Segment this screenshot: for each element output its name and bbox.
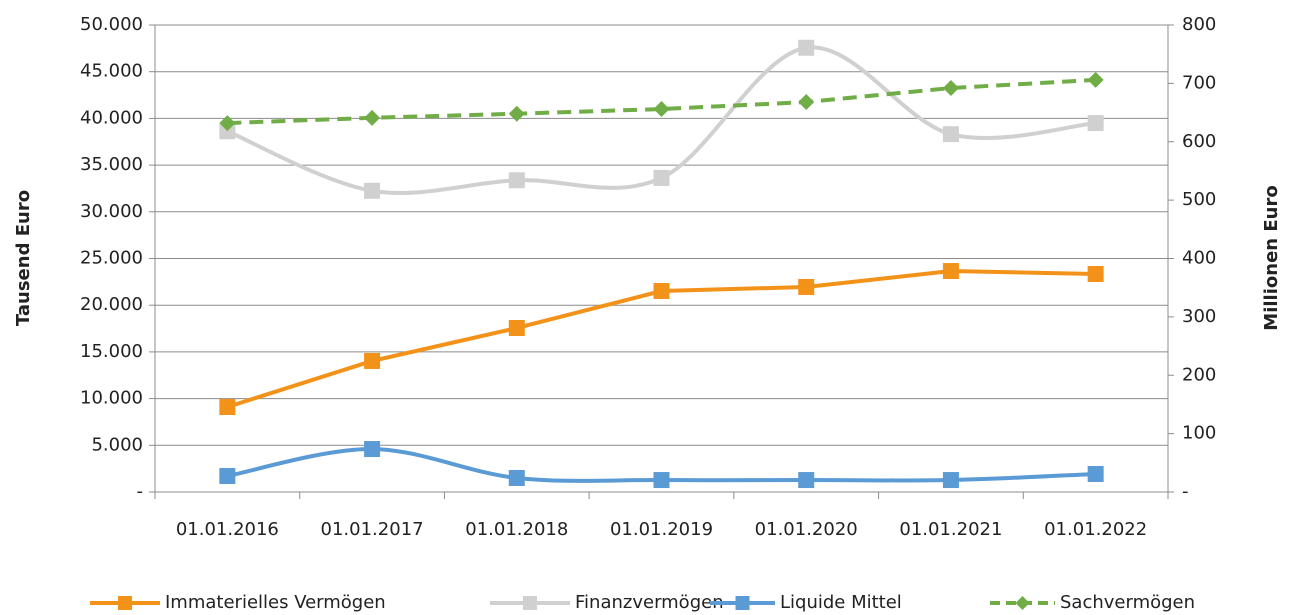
- x-tick-label: 01.01.2016: [176, 519, 279, 540]
- data-point: [942, 472, 959, 489]
- data-point: [1087, 465, 1104, 482]
- data-point: [508, 319, 525, 336]
- data-point: [942, 263, 959, 280]
- data-point: [798, 472, 815, 489]
- y2-tick-label: 800: [1182, 14, 1216, 35]
- data-point: [219, 115, 236, 132]
- x-tick-label: 01.01.2019: [610, 519, 713, 540]
- data-point: [219, 123, 236, 140]
- legend-label: Liquide Mittel: [780, 592, 902, 613]
- y-tick-label: 35.000: [80, 154, 143, 175]
- y-tick-label: 15.000: [80, 341, 143, 362]
- data-point: [653, 101, 670, 118]
- x-tick-label: 01.01.2020: [755, 519, 858, 540]
- x-tick-label: 01.01.2021: [899, 519, 1002, 540]
- y-tick-label: -: [137, 481, 144, 502]
- data-point: [798, 39, 815, 56]
- legend-label: Immaterielles Vermögen: [165, 592, 386, 613]
- y2-tick-label: 200: [1182, 364, 1216, 385]
- y-tick-label: 40.000: [80, 107, 143, 128]
- y2-tick-label: 100: [1182, 423, 1216, 444]
- y-tick-label: 25.000: [80, 248, 143, 269]
- data-point: [653, 169, 670, 186]
- data-point: [798, 94, 815, 111]
- y2-tick-label: -: [1182, 481, 1189, 502]
- data-point: [364, 352, 381, 369]
- y-tick-label: 50.000: [80, 14, 143, 35]
- y2-tick-label: 300: [1182, 306, 1216, 327]
- data-point: [942, 126, 959, 143]
- y2-tick-label: 700: [1182, 72, 1216, 93]
- data-point: [653, 472, 670, 489]
- data-point: [364, 182, 381, 199]
- y-tick-label: 5.000: [91, 434, 143, 455]
- legend-marker: [523, 596, 537, 610]
- x-tick-label: 01.01.2022: [1044, 519, 1147, 540]
- data-point: [1087, 115, 1104, 132]
- data-point: [653, 283, 670, 300]
- y-tick-label: 30.000: [80, 201, 143, 222]
- y-tick-label: 20.000: [80, 294, 143, 315]
- data-point: [508, 105, 525, 122]
- y2-tick-label: 400: [1182, 248, 1216, 269]
- y-axis-title: Tausend Euro: [13, 190, 34, 326]
- data-point: [798, 278, 815, 295]
- y-tick-label: 45.000: [80, 61, 143, 82]
- legend-marker: [118, 596, 132, 610]
- legend-marker: [1015, 596, 1030, 610]
- data-point: [942, 80, 959, 97]
- data-point: [219, 468, 236, 485]
- legend-label: Sachvermögen: [1060, 592, 1195, 613]
- data-point: [364, 109, 381, 126]
- data-point: [508, 172, 525, 189]
- y2-tick-label: 600: [1182, 131, 1216, 152]
- data-point: [1087, 266, 1104, 283]
- data-point: [1087, 71, 1104, 88]
- y2-tick-label: 500: [1182, 189, 1216, 210]
- legend-marker: [735, 596, 750, 610]
- legend-label: Finanzvermögen: [575, 592, 724, 613]
- data-point: [508, 469, 525, 486]
- data-point: [219, 399, 236, 416]
- data-point: [364, 441, 381, 458]
- y-tick-label: 10.000: [80, 388, 143, 409]
- y2-axis-title: Millionen Euro: [1261, 185, 1282, 330]
- x-tick-label: 01.01.2017: [321, 519, 424, 540]
- x-tick-label: 01.01.2018: [465, 519, 568, 540]
